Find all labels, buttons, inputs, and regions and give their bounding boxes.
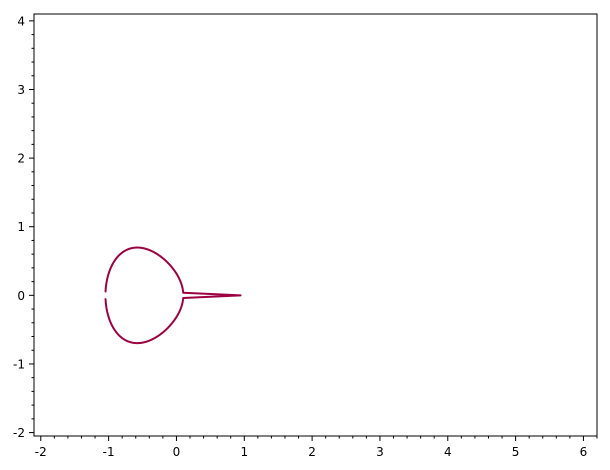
- y-tick-label: 4: [17, 14, 25, 28]
- y-tick-label: -1: [13, 357, 25, 371]
- x-tick-label: 5: [512, 445, 520, 459]
- level-curve-1: [104, 246, 242, 345]
- x-tick-label: -2: [35, 445, 47, 459]
- y-tick-label: 0: [17, 289, 25, 303]
- tick-layer: -2 -1 0 1 2 3 4 5 6 -2 -1 0 1 2 3 4: [13, 14, 598, 459]
- x-tick-label: 0: [173, 445, 181, 459]
- x-tick-label: 2: [308, 445, 316, 459]
- curve-layer: [104, 246, 242, 345]
- y-tick-label: 2: [17, 152, 25, 166]
- x-tick-label: 3: [376, 445, 384, 459]
- x-tick-label: 4: [444, 445, 452, 459]
- x-tick-label: 1: [240, 445, 248, 459]
- y-tick-label: -2: [13, 426, 25, 440]
- y-tick-label: 3: [17, 83, 25, 97]
- y-tick-label: 1: [17, 220, 25, 234]
- x-tick-label: 6: [580, 445, 588, 459]
- plot-area-frame: [33, 13, 598, 437]
- x-tick-label: -1: [103, 445, 115, 459]
